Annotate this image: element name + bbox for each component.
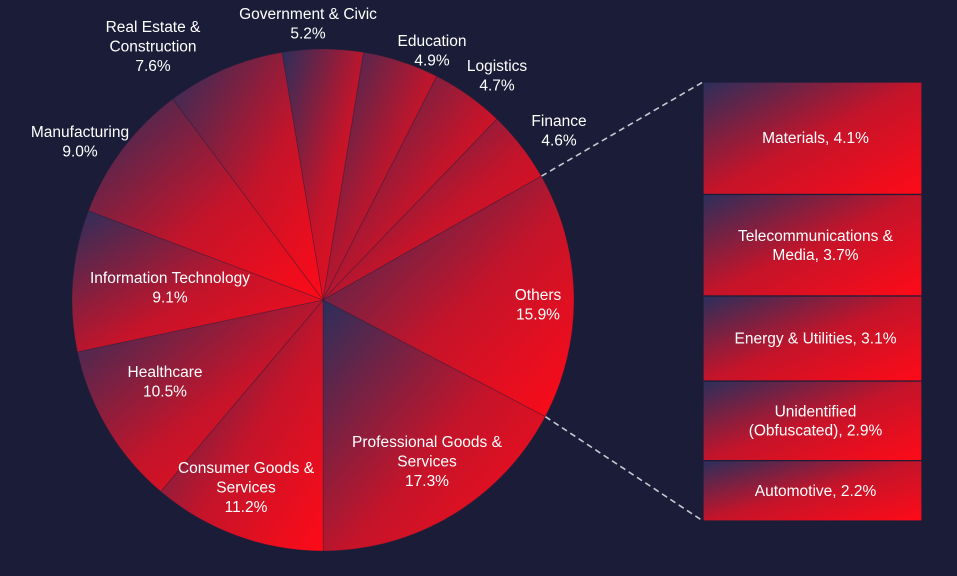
pie-label-finance: Finance 4.6% <box>531 113 586 150</box>
connector-bottom <box>544 415 704 522</box>
pie-slice-education <box>322 51 438 301</box>
bar-label-energy-and-utilities-line: Energy & Utilities, 3.1% <box>735 331 897 348</box>
pie-label-information-technology: Information Technology 9.1% <box>90 270 250 307</box>
pie-label-others: Others 15.9% <box>515 287 562 324</box>
pie-label-finance-line: Finance <box>531 113 586 130</box>
bar-label-unidentified-obfuscated-line: (Obfuscated), 2.9% <box>749 422 883 439</box>
pie-label-professional-goods-and-services: Professional Goods & Services 17.3% <box>352 434 503 490</box>
bar-label-energy-and-utilities: Energy & Utilities, 3.1% <box>735 331 897 348</box>
pie-label-real-estate-and-construction-line: 7.6% <box>135 58 171 75</box>
pie-label-education-line: 4.9% <box>414 53 450 70</box>
pie-label-finance-line: 4.6% <box>541 133 577 150</box>
pie-label-real-estate-and-construction-line: Construction <box>109 39 196 56</box>
bar-label-materials-line: Materials, 4.1% <box>762 130 869 147</box>
pie-label-information-technology-line: 9.1% <box>152 290 188 307</box>
pie-label-education: Education 4.9% <box>398 33 467 70</box>
pie-label-professional-goods-and-services-line: Services <box>397 454 457 471</box>
bar-label-unidentified-obfuscated: Unidentified (Obfuscated), 2.9% <box>749 403 883 439</box>
pie-label-professional-goods-and-services-line: 17.3% <box>405 473 449 490</box>
pie-slice-manufacturing <box>87 98 325 301</box>
pie-slice-consumer-goods-and-services <box>160 298 324 552</box>
pie-label-logistics-line: Logistics <box>467 58 528 75</box>
pie-label-consumer-goods-and-services: Consumer Goods & Services 11.2% <box>178 460 315 516</box>
pie-label-consumer-goods-and-services-line: Services <box>216 480 276 497</box>
pie-label-government-and-civic-line: 5.2% <box>290 26 326 43</box>
pie-label-manufacturing-line: Manufacturing <box>31 124 129 141</box>
pie-label-others-line: 15.9% <box>516 307 560 324</box>
pie-slice-government-and-civic <box>281 48 365 301</box>
pie-label-real-estate-and-construction: Real Estate & Construction 7.6% <box>106 19 201 75</box>
pie-label-government-and-civic-line: Government & Civic <box>239 6 377 23</box>
pie-labels: Government & Civic 5.2% Education 4.9% Logis… <box>31 6 587 516</box>
pie-label-healthcare-line: 10.5% <box>143 384 187 401</box>
bar-label-unidentified-obfuscated-line: Unidentified <box>775 403 857 420</box>
bar-label-automotive: Automotive, 2.2% <box>755 483 877 500</box>
pie-label-information-technology-line: Information Technology <box>90 270 250 287</box>
bar-label-automotive-line: Automotive, 2.2% <box>755 483 877 500</box>
bar-label-telecommunications-and-media-line: Media, 3.7% <box>772 247 858 264</box>
pie-label-consumer-goods-and-services-line: 11.2% <box>225 499 268 516</box>
pie-slice-real-estate-and-construction <box>172 51 324 301</box>
bar-segment-automotive <box>702 460 923 522</box>
connector-top <box>540 81 704 177</box>
pie-slice-others <box>322 175 575 418</box>
pie-label-others-line: Others <box>515 287 562 304</box>
pie-label-logistics-line: 4.7% <box>479 78 515 95</box>
pie-label-education-line: Education <box>398 33 467 50</box>
bar-segment-unidentified-obfuscated <box>702 380 923 462</box>
bar-label-materials: Materials, 4.1% <box>762 130 869 147</box>
connector-lines <box>540 81 704 522</box>
pie-label-logistics: Logistics 4.7% <box>467 58 528 95</box>
pie-slice-finance <box>322 118 542 301</box>
bar-label-telecommunications-and-media: Telecommunications & Media, 3.7% <box>738 228 894 264</box>
pie-slice-healthcare <box>76 299 325 493</box>
pie <box>71 48 575 552</box>
pie-label-manufacturing: Manufacturing 9.0% <box>31 124 129 161</box>
pie-label-professional-goods-and-services-line: Professional Goods & <box>352 434 503 451</box>
pie-label-government-and-civic: Government & Civic 5.2% <box>239 6 377 43</box>
others-breakdown-bar: Materials, 4.1% Telecommunications & Media… <box>702 81 923 522</box>
pie-label-real-estate-and-construction-line: Real Estate & <box>106 19 201 36</box>
bar-label-telecommunications-and-media-line: Telecommunications & <box>738 228 894 245</box>
pie-label-consumer-goods-and-services-line: Consumer Goods & <box>178 460 315 477</box>
pie-label-healthcare: Healthcare 10.5% <box>128 364 203 401</box>
pie-label-manufacturing-line: 9.0% <box>62 144 98 161</box>
pie-slice-information-technology <box>71 210 325 353</box>
pie-slice-logistics <box>322 75 498 301</box>
pie-label-healthcare-line: Healthcare <box>128 364 203 381</box>
bar-segment-telecommunications-and-media <box>702 193 923 297</box>
pie-slice-professional-goods-and-services <box>322 299 546 552</box>
